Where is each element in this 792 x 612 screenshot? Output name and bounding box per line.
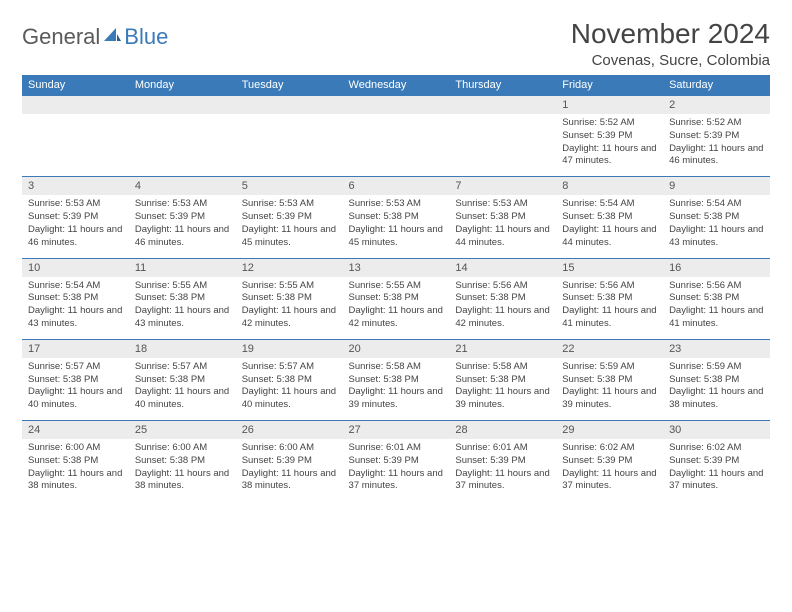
logo: General Blue [22,24,168,50]
day-detail-cell [236,114,343,177]
day-detail-cell: Sunrise: 5:54 AMSunset: 5:38 PMDaylight:… [556,195,663,258]
day-number-cell: 22 [556,339,663,358]
day-detail-cell: Sunrise: 5:58 AMSunset: 5:38 PMDaylight:… [343,358,450,421]
logo-text-general: General [22,24,100,50]
weekday-header: Thursday [449,75,556,96]
day-number-cell: 12 [236,258,343,277]
day-detail-cell: Sunrise: 5:53 AMSunset: 5:39 PMDaylight:… [129,195,236,258]
day-detail-row: Sunrise: 5:54 AMSunset: 5:38 PMDaylight:… [22,277,770,340]
day-number-cell: 21 [449,339,556,358]
calendar-header: SundayMondayTuesdayWednesdayThursdayFrid… [22,75,770,96]
calendar-body: 12 Sunrise: 5:52 AMSunset: 5:39 PMDaylig… [22,96,770,502]
day-detail-cell: Sunrise: 5:56 AMSunset: 5:38 PMDaylight:… [556,277,663,340]
day-number-row: 10111213141516 [22,258,770,277]
day-number-cell: 26 [236,421,343,440]
day-number-cell: 15 [556,258,663,277]
day-detail-cell: Sunrise: 6:02 AMSunset: 5:39 PMDaylight:… [556,439,663,501]
day-number-cell [22,96,129,115]
day-number-cell: 30 [663,421,770,440]
title-block: November 2024 Covenas, Sucre, Colombia [571,18,770,69]
day-number-cell: 6 [343,177,450,196]
day-number-cell: 4 [129,177,236,196]
weekday-header: Sunday [22,75,129,96]
day-number-cell: 18 [129,339,236,358]
day-detail-cell: Sunrise: 5:57 AMSunset: 5:38 PMDaylight:… [129,358,236,421]
day-number-cell [449,96,556,115]
day-number-cell: 25 [129,421,236,440]
logo-text-blue: Blue [124,24,168,50]
day-number-cell: 23 [663,339,770,358]
day-number-cell: 11 [129,258,236,277]
day-detail-cell: Sunrise: 6:01 AMSunset: 5:39 PMDaylight:… [449,439,556,501]
day-number-row: 12 [22,96,770,115]
day-number-cell: 2 [663,96,770,115]
day-detail-cell: Sunrise: 6:01 AMSunset: 5:39 PMDaylight:… [343,439,450,501]
weekday-header: Friday [556,75,663,96]
day-detail-cell: Sunrise: 5:56 AMSunset: 5:38 PMDaylight:… [449,277,556,340]
day-detail-cell: Sunrise: 5:54 AMSunset: 5:38 PMDaylight:… [22,277,129,340]
day-number-cell [129,96,236,115]
day-detail-cell: Sunrise: 5:58 AMSunset: 5:38 PMDaylight:… [449,358,556,421]
day-number-cell: 5 [236,177,343,196]
month-title: November 2024 [571,18,770,50]
day-number-cell: 7 [449,177,556,196]
day-detail-row: Sunrise: 5:57 AMSunset: 5:38 PMDaylight:… [22,358,770,421]
day-number-row: 24252627282930 [22,421,770,440]
day-number-cell: 20 [343,339,450,358]
location: Covenas, Sucre, Colombia [571,52,770,69]
day-number-cell: 1 [556,96,663,115]
day-detail-cell [449,114,556,177]
day-detail-cell: Sunrise: 5:59 AMSunset: 5:38 PMDaylight:… [663,358,770,421]
day-detail-cell: Sunrise: 5:53 AMSunset: 5:39 PMDaylight:… [236,195,343,258]
day-detail-cell [129,114,236,177]
day-detail-cell: Sunrise: 5:55 AMSunset: 5:38 PMDaylight:… [236,277,343,340]
day-number-cell: 17 [22,339,129,358]
day-detail-cell: Sunrise: 6:02 AMSunset: 5:39 PMDaylight:… [663,439,770,501]
day-number-cell: 13 [343,258,450,277]
day-detail-cell: Sunrise: 6:00 AMSunset: 5:38 PMDaylight:… [22,439,129,501]
day-number-cell: 29 [556,421,663,440]
day-detail-cell: Sunrise: 5:57 AMSunset: 5:38 PMDaylight:… [236,358,343,421]
day-detail-cell: Sunrise: 6:00 AMSunset: 5:38 PMDaylight:… [129,439,236,501]
day-detail-cell [22,114,129,177]
day-number-cell: 24 [22,421,129,440]
day-detail-cell: Sunrise: 5:52 AMSunset: 5:39 PMDaylight:… [663,114,770,177]
day-number-cell: 9 [663,177,770,196]
day-number-cell: 14 [449,258,556,277]
day-detail-cell: Sunrise: 5:57 AMSunset: 5:38 PMDaylight:… [22,358,129,421]
day-number-row: 3456789 [22,177,770,196]
day-detail-cell: Sunrise: 5:53 AMSunset: 5:38 PMDaylight:… [343,195,450,258]
day-detail-cell: Sunrise: 5:55 AMSunset: 5:38 PMDaylight:… [343,277,450,340]
day-number-cell [236,96,343,115]
day-number-cell: 19 [236,339,343,358]
day-detail-row: Sunrise: 5:52 AMSunset: 5:39 PMDaylight:… [22,114,770,177]
weekday-header: Monday [129,75,236,96]
weekday-header: Wednesday [343,75,450,96]
header: General Blue November 2024 Covenas, Sucr… [22,18,770,69]
day-detail-cell: Sunrise: 5:55 AMSunset: 5:38 PMDaylight:… [129,277,236,340]
calendar-table: SundayMondayTuesdayWednesdayThursdayFrid… [22,75,770,501]
logo-sail-icon [102,26,122,49]
day-number-cell [343,96,450,115]
day-number-cell: 28 [449,421,556,440]
day-detail-cell [343,114,450,177]
day-detail-cell: Sunrise: 5:53 AMSunset: 5:38 PMDaylight:… [449,195,556,258]
day-detail-cell: Sunrise: 5:59 AMSunset: 5:38 PMDaylight:… [556,358,663,421]
day-number-cell: 10 [22,258,129,277]
weekday-header: Tuesday [236,75,343,96]
day-detail-cell: Sunrise: 5:52 AMSunset: 5:39 PMDaylight:… [556,114,663,177]
day-number-cell: 16 [663,258,770,277]
day-detail-row: Sunrise: 5:53 AMSunset: 5:39 PMDaylight:… [22,195,770,258]
day-detail-cell: Sunrise: 5:54 AMSunset: 5:38 PMDaylight:… [663,195,770,258]
day-detail-cell: Sunrise: 5:56 AMSunset: 5:38 PMDaylight:… [663,277,770,340]
day-number-row: 17181920212223 [22,339,770,358]
weekday-header: Saturday [663,75,770,96]
day-number-cell: 27 [343,421,450,440]
day-detail-row: Sunrise: 6:00 AMSunset: 5:38 PMDaylight:… [22,439,770,501]
day-number-cell: 3 [22,177,129,196]
day-detail-cell: Sunrise: 5:53 AMSunset: 5:39 PMDaylight:… [22,195,129,258]
day-detail-cell: Sunrise: 6:00 AMSunset: 5:39 PMDaylight:… [236,439,343,501]
day-number-cell: 8 [556,177,663,196]
